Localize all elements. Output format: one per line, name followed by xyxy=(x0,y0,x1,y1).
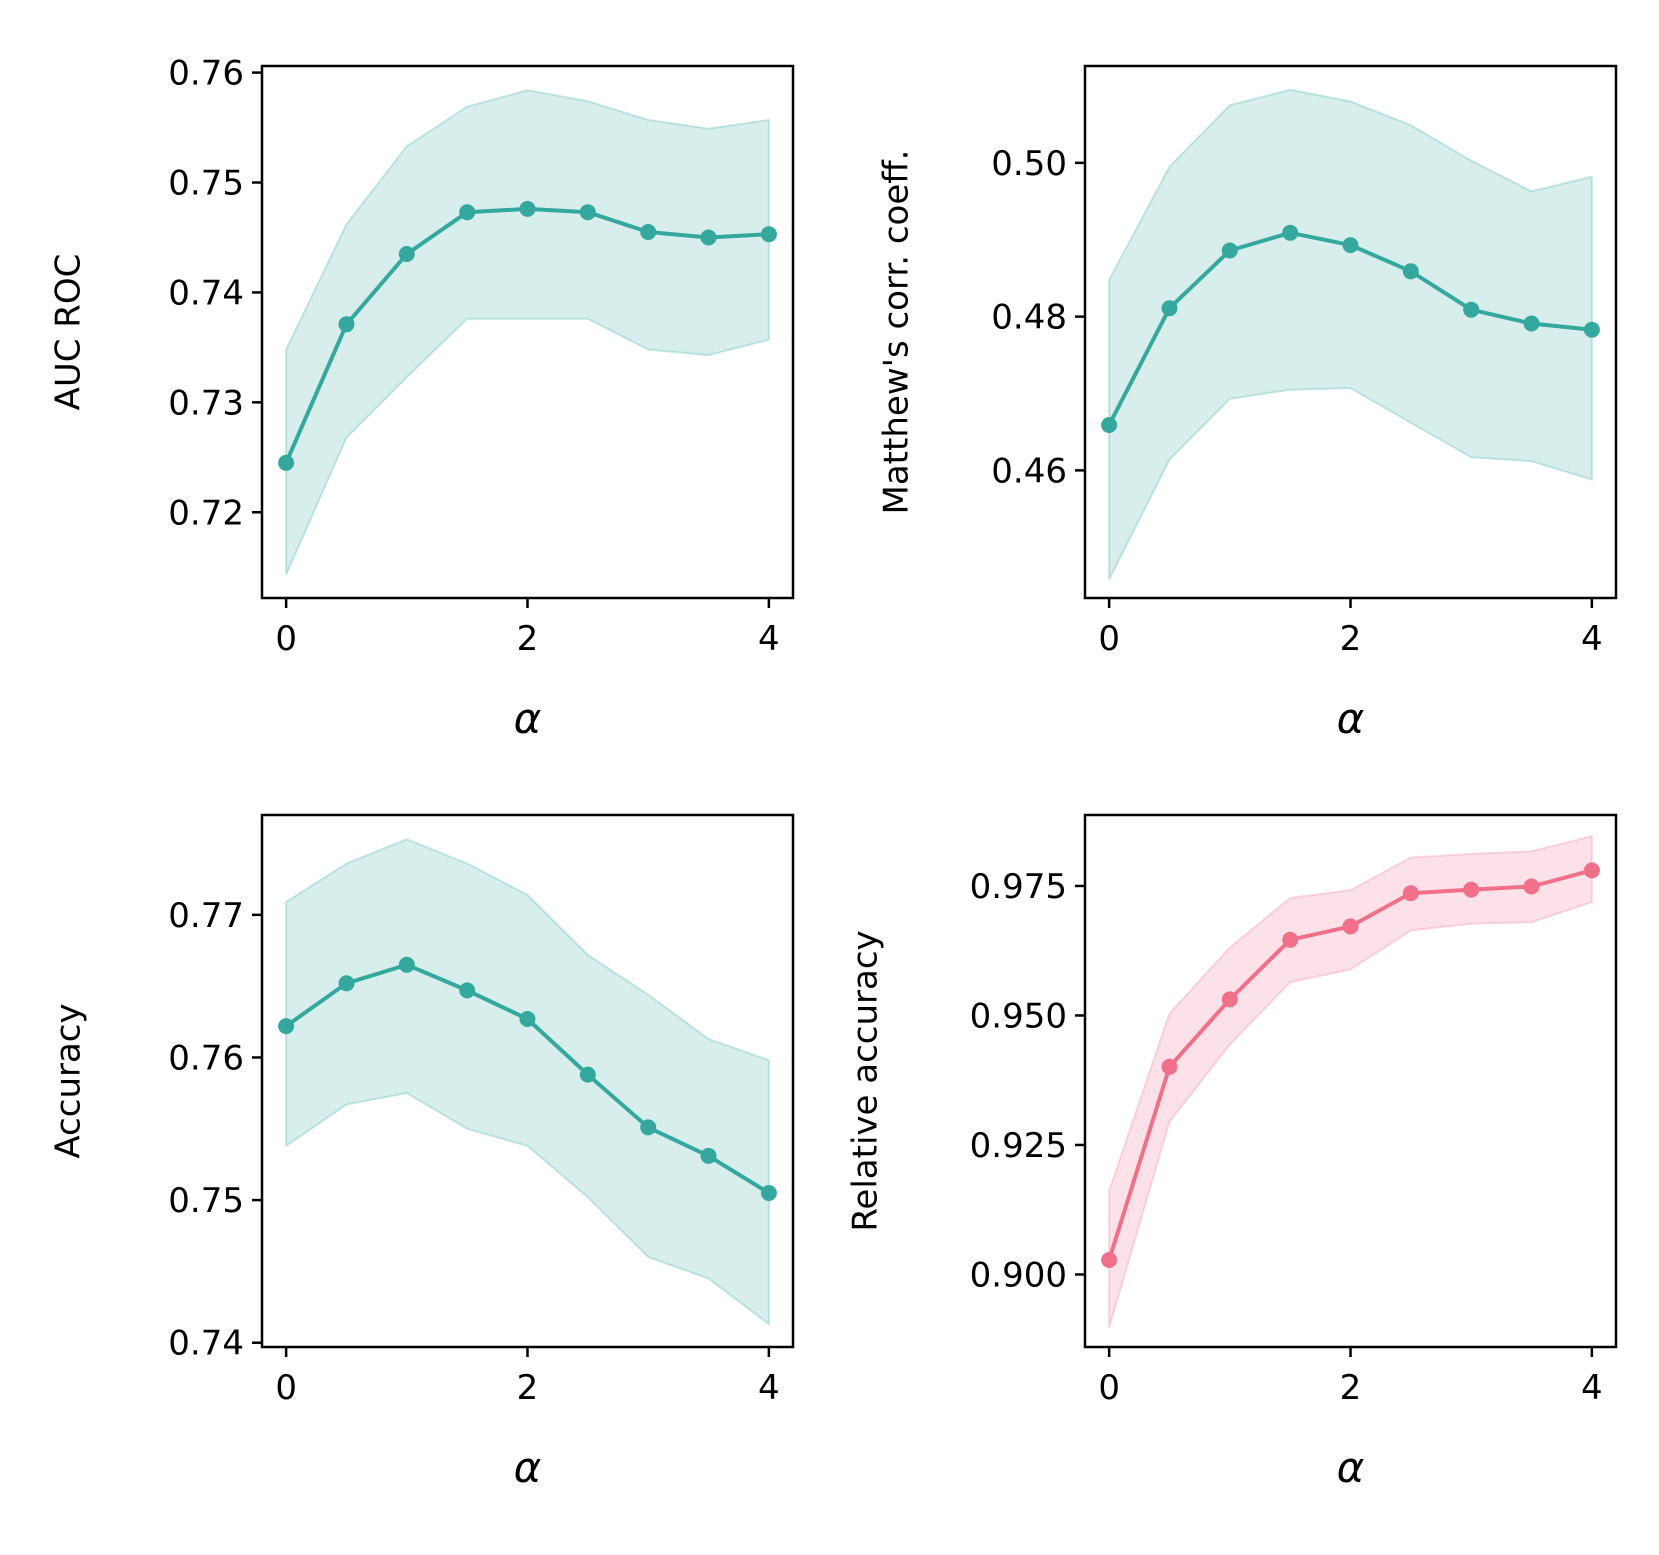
y-tick-label: 0.950 xyxy=(970,996,1067,1036)
data-point xyxy=(519,200,536,217)
panel-accuracy: 0 2 4 0.74 0.75 0.76 0.77 α Accuracy xyxy=(49,813,795,1492)
panel-mcc: 0 2 4 0.46 0.48 0.50 α Matthew's corr. coeff… xyxy=(877,64,1618,743)
x-ticks: 0 2 4 xyxy=(1098,1347,1603,1408)
data-point xyxy=(1463,881,1480,898)
y-tick-label: 0.74 xyxy=(168,1324,244,1364)
x-tick-label: 4 xyxy=(1581,619,1603,659)
x-tick-label: 0 xyxy=(1098,1368,1120,1408)
y-axis-label: Accuracy xyxy=(49,1003,89,1158)
x-ticks: 0 2 4 xyxy=(1098,598,1603,659)
y-axis-label: Relative accuracy xyxy=(846,930,886,1231)
data-point xyxy=(338,316,355,333)
data-point xyxy=(640,1119,657,1136)
x-tick-label: 4 xyxy=(1581,1368,1603,1408)
data-point xyxy=(1282,224,1299,241)
data-point xyxy=(1221,991,1238,1008)
y-tick-label: 0.48 xyxy=(991,298,1067,338)
x-tick-label: 4 xyxy=(758,1368,780,1408)
y-tick-label: 0.975 xyxy=(970,867,1067,907)
x-axis-label: α xyxy=(514,1443,542,1492)
panel-relative-accuracy: 0 2 4 0.900 0.925 0.950 0.975 α Relative accu… xyxy=(846,813,1618,1492)
data-points xyxy=(278,956,777,1201)
confidence-band-area xyxy=(285,89,770,576)
y-tick-label: 0.77 xyxy=(168,896,244,936)
data-point xyxy=(1161,1058,1178,1075)
x-tick-label: 2 xyxy=(517,619,539,659)
x-tick-label: 2 xyxy=(1340,1368,1362,1408)
data-point xyxy=(1342,237,1359,254)
x-tick-label: 0 xyxy=(275,619,297,659)
confidence-band xyxy=(285,838,770,1327)
y-tick-label: 0.46 xyxy=(991,451,1067,491)
x-axis-label: α xyxy=(514,694,542,743)
data-point xyxy=(760,226,777,243)
confidence-band xyxy=(1108,88,1593,580)
confidence-band-area xyxy=(1108,834,1593,1329)
x-axis-label: α xyxy=(1337,1443,1365,1492)
y-tick-label: 0.925 xyxy=(970,1126,1067,1166)
x-tick-label: 0 xyxy=(1098,619,1120,659)
data-points xyxy=(1101,862,1600,1268)
confidence-band-area xyxy=(1108,88,1593,580)
data-point xyxy=(519,1011,536,1027)
data-point xyxy=(579,1066,596,1083)
data-point xyxy=(398,956,415,973)
data-point xyxy=(1402,263,1419,280)
y-tick-label: 0.73 xyxy=(168,383,244,423)
y-tick-label: 0.72 xyxy=(168,493,244,533)
x-axis-label: α xyxy=(1337,694,1365,743)
data-point xyxy=(278,1018,295,1035)
panel-auc-roc: 0 2 4 0.72 0.73 0.74 0.75 0.76 α AUC ROC xyxy=(49,54,795,743)
x-tick-label: 2 xyxy=(517,1368,539,1408)
data-point xyxy=(1342,918,1359,935)
y-tick-label: 0.50 xyxy=(991,144,1067,184)
y-tick-label: 0.75 xyxy=(168,164,244,204)
confidence-band xyxy=(285,89,770,576)
data-point xyxy=(1463,301,1480,318)
y-ticks: 0.46 0.48 0.50 xyxy=(991,144,1085,491)
y-tick-label: 0.74 xyxy=(168,273,244,313)
data-points xyxy=(1101,224,1600,433)
y-ticks: 0.74 0.75 0.76 0.77 xyxy=(168,896,262,1364)
data-point xyxy=(1523,315,1540,332)
data-point xyxy=(1101,1252,1118,1268)
data-point xyxy=(459,982,476,999)
y-axis-label: Matthew's corr. coeff. xyxy=(877,150,917,515)
x-tick-label: 4 xyxy=(758,619,780,659)
data-point xyxy=(398,246,415,262)
data-point xyxy=(459,204,476,221)
x-ticks: 0 2 4 xyxy=(275,1347,780,1408)
y-tick-label: 0.75 xyxy=(168,1181,244,1221)
data-point xyxy=(1583,862,1600,879)
data-point xyxy=(1523,878,1540,895)
data-point xyxy=(1402,885,1419,902)
data-point xyxy=(338,975,355,992)
data-point xyxy=(1282,931,1299,948)
x-ticks: 0 2 4 xyxy=(275,598,780,659)
data-point xyxy=(700,1147,717,1164)
data-point xyxy=(1161,300,1178,317)
data-point xyxy=(700,229,717,246)
data-point xyxy=(1583,321,1600,338)
data-point xyxy=(1101,417,1118,433)
confidence-band xyxy=(1108,834,1593,1329)
data-point xyxy=(640,224,657,240)
y-tick-label: 0.76 xyxy=(168,1038,244,1078)
y-tick-label: 0.900 xyxy=(970,1255,1067,1295)
y-ticks: 0.900 0.925 0.950 0.975 xyxy=(970,867,1085,1295)
data-points xyxy=(278,200,777,471)
y-tick-label: 0.76 xyxy=(168,54,244,94)
data-point xyxy=(579,204,596,221)
data-point xyxy=(760,1185,777,1201)
x-tick-label: 0 xyxy=(275,1368,297,1408)
confidence-band-area xyxy=(285,838,770,1327)
data-point xyxy=(278,454,295,471)
data-point xyxy=(1221,242,1238,259)
y-ticks: 0.72 0.73 0.74 0.75 0.76 xyxy=(168,54,262,533)
x-tick-label: 2 xyxy=(1340,619,1362,659)
y-axis-label: AUC ROC xyxy=(49,254,89,411)
